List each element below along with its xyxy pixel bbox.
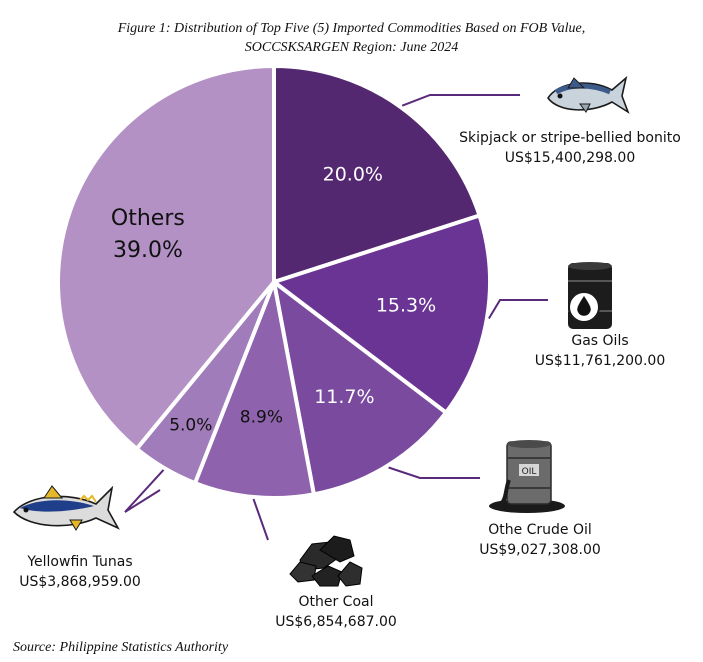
slice-value-coal: US$6,854,687.00 — [275, 614, 397, 630]
oil-barrel-icon — [568, 262, 612, 329]
slice-percent-gasoil: 15.3% — [376, 294, 436, 316]
slice-percent-crude: 11.7% — [314, 386, 374, 408]
coal-icon — [289, 535, 363, 587]
slice-name-yellowfin: Yellowfin Tunas — [27, 554, 133, 570]
slice-label-coal: Other Coal US$6,854,687.00 — [246, 592, 426, 632]
pie-slice-others — [56, 64, 276, 451]
slice-label-yellowfin: Yellowfin Tunas US$3,868,959.00 — [0, 552, 160, 592]
slice-name-skipjack: Skipjack or stripe-bellied bonito — [459, 130, 681, 146]
slice-value-skipjack: US$15,400,298.00 — [504, 150, 636, 166]
chart-title-line1: Figure 1: Distribution of Top Five (5) I… — [117, 21, 586, 36]
leader-line-gasoil — [488, 299, 548, 320]
slice-label-skipjack: Skipjack or stripe-bellied bonito US$15,… — [440, 128, 700, 168]
slice-name-others: Others — [111, 206, 185, 231]
slice-name-crude: Othe Crude Oil — [488, 522, 592, 538]
chart-title-line2: SOCCSKSARGEN Region: June 2024 — [244, 40, 459, 55]
slice-percent-yellowfin: 5.0% — [169, 416, 212, 436]
leaking-barrel-icon: OIL — [489, 440, 565, 513]
tuna-icon — [12, 485, 120, 531]
slice-percent-skipjack: 20.0% — [323, 164, 383, 186]
pie-slice-gasoil — [272, 213, 492, 415]
slice-name-gasoil: Gas Oils — [571, 333, 629, 349]
slice-label-crude: Othe Crude Oil US$9,027,308.00 — [450, 520, 630, 560]
slice-name-coal: Other Coal — [298, 594, 374, 610]
slice-percent-others: 39.0% — [113, 238, 183, 263]
slice-value-gasoil: US$11,761,200.00 — [534, 353, 666, 369]
pie-slice-crude — [272, 280, 449, 497]
leader-line-yellowfin — [124, 469, 165, 513]
slice-percent-coal: 8.9% — [240, 407, 283, 427]
leader-line-coal — [252, 498, 269, 541]
slice-value-yellowfin: US$3,868,959.00 — [19, 574, 141, 590]
pie-slice-skipjack — [272, 64, 482, 284]
svg-text:OIL: OIL — [522, 467, 537, 477]
fish-icon — [547, 75, 630, 114]
pie-slice-coal — [193, 280, 316, 500]
source-note: Source: Philippine Statistics Authority — [13, 640, 229, 655]
leader-line-crude — [388, 466, 480, 479]
slice-label-gasoil: Gas Oils US$11,761,200.00 — [510, 331, 690, 371]
slice-value-crude: US$9,027,308.00 — [479, 542, 601, 558]
leader-line-skipjack — [401, 94, 520, 107]
